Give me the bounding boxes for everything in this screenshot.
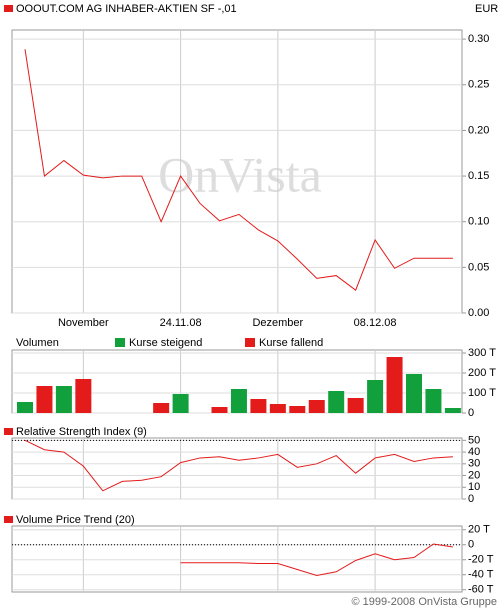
legend-swatch (115, 338, 125, 347)
bar (75, 379, 92, 413)
bar (153, 403, 170, 413)
legend-swatch (245, 338, 255, 347)
bar (386, 357, 403, 413)
bar (308, 400, 325, 413)
footer: © 1999-2008 OnVista Gruppe (352, 596, 498, 608)
bar (172, 394, 189, 413)
y-tick-label: 100 T (468, 387, 496, 399)
y-tick-label: 0.05 (468, 261, 489, 273)
x-tick-label: Dezember (252, 317, 303, 329)
y-tick-label: -60 T (468, 584, 494, 596)
line-series (24, 439, 453, 492)
legend-swatch (4, 516, 13, 523)
legend-label: Kurse steigend (129, 337, 202, 349)
watermark: OnVista (158, 146, 322, 202)
y-tick-label: 300 T (468, 347, 496, 359)
bar (367, 380, 384, 413)
y-tick-label: 0.15 (468, 170, 489, 182)
legend-label: Kurse fallend (259, 337, 323, 349)
plot-frame (11, 525, 463, 593)
x-tick-label: November (58, 317, 109, 329)
y-tick-label: 0.00 (468, 307, 489, 319)
bar (406, 374, 422, 413)
y-tick-label: 0.10 (468, 216, 489, 228)
unit-label: EUR (475, 3, 498, 15)
line-series (24, 49, 453, 291)
bar (347, 398, 364, 413)
bar (444, 408, 461, 413)
y-tick-label: 200 T (468, 367, 496, 379)
y-tick-label: 0 (468, 539, 474, 551)
bar (328, 391, 345, 413)
bar (250, 399, 267, 413)
y-tick-label: -40 T (468, 569, 494, 581)
plot-frame (11, 437, 463, 500)
x-tick-label: 24.11.08 (160, 317, 202, 329)
chart-title: Volumen (16, 337, 59, 349)
bar (17, 402, 33, 413)
chart-title: Volume Price Trend (20) (16, 514, 135, 526)
line-series (180, 543, 453, 577)
bar (289, 406, 306, 413)
chart-title: OOOUT.COM AG INHABER-AKTIEN SF -,01 (16, 3, 237, 15)
y-tick-label: 0.20 (468, 124, 489, 136)
y-tick-label: -20 T (468, 554, 494, 566)
x-tick-label: 08.12.08 (354, 317, 397, 329)
y-tick-label: 0 (468, 407, 474, 419)
bar (269, 404, 286, 413)
y-tick-label: 50 (468, 434, 480, 446)
y-tick-label: 0 (468, 493, 474, 505)
y-tick-label: 0.25 (468, 79, 489, 91)
y-tick-label: 40 (468, 446, 480, 458)
y-tick-label: 0.30 (468, 33, 489, 45)
bar (425, 389, 442, 413)
legend-swatch (4, 5, 13, 12)
legend-swatch (4, 428, 13, 435)
chart-title: Relative Strength Index (9) (16, 426, 147, 438)
bar (36, 386, 53, 413)
bar (230, 389, 247, 413)
y-tick-label: 20 (468, 469, 480, 481)
y-tick-label: 10 (468, 481, 480, 493)
bar (211, 407, 228, 413)
bar (55, 386, 72, 413)
y-tick-label: 30 (468, 458, 480, 470)
y-tick-label: 20 T (468, 524, 490, 536)
